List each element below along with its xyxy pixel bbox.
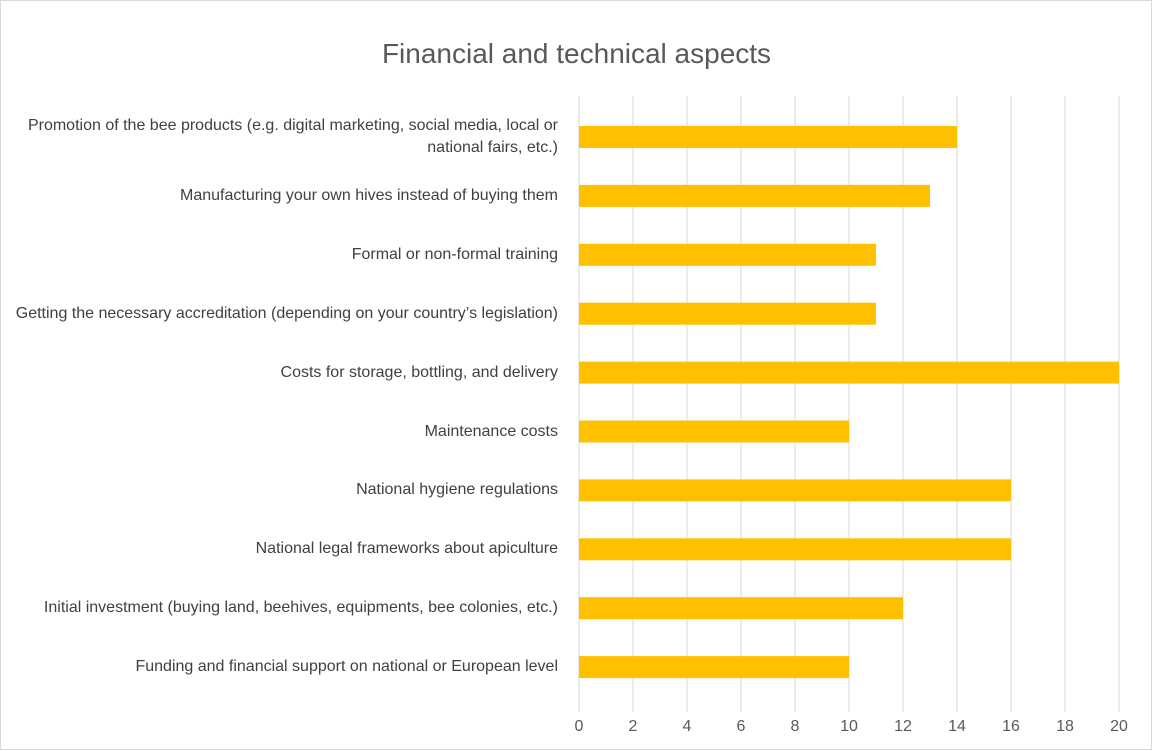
x-tick-label: 14	[948, 718, 966, 735]
x-tick-label: 18	[1056, 718, 1074, 735]
y-tick-label: Promotion of the bee products (e.g. digi…	[27, 117, 558, 156]
y-tick-label: Costs for storage, bottling, and deliver…	[280, 363, 558, 381]
bar	[579, 302, 876, 325]
bar	[579, 126, 957, 148]
y-tick-label: Formal or non-formal training	[351, 245, 558, 263]
bar	[579, 538, 1011, 561]
x-tick-label: 20	[1110, 718, 1128, 735]
y-tick-label: Getting the necessary accreditation (dep…	[15, 304, 558, 322]
x-tick-label: 6	[736, 718, 746, 735]
x-tick-label: 2	[628, 718, 638, 735]
x-tick-label: 8	[790, 718, 800, 735]
y-tick-label: Maintenance costs	[424, 422, 558, 440]
x-tick-label: 4	[682, 718, 692, 735]
bar	[579, 184, 930, 207]
x-tick-label: 12	[894, 718, 912, 735]
bar	[579, 361, 1119, 384]
y-tick-label: National hygiene regulations	[356, 481, 558, 499]
x-tick-label: 10	[840, 718, 858, 735]
x-tick-label: 0	[574, 718, 584, 735]
bar	[579, 243, 876, 266]
y-tick-label: National legal frameworks about apicultu…	[255, 540, 558, 558]
y-tick-label: Funding and financial support on nationa…	[135, 658, 558, 676]
y-tick-label: Manufacturing your own hives instead of …	[180, 186, 558, 204]
chart-title: Financial and technical aspects	[381, 38, 772, 69]
x-tick-label: 16	[1002, 718, 1020, 735]
y-tick-label: Initial investment (buying land, beehive…	[43, 599, 558, 617]
bar	[579, 420, 849, 443]
bar	[579, 656, 849, 679]
bar	[579, 597, 903, 620]
bar	[579, 479, 1011, 502]
